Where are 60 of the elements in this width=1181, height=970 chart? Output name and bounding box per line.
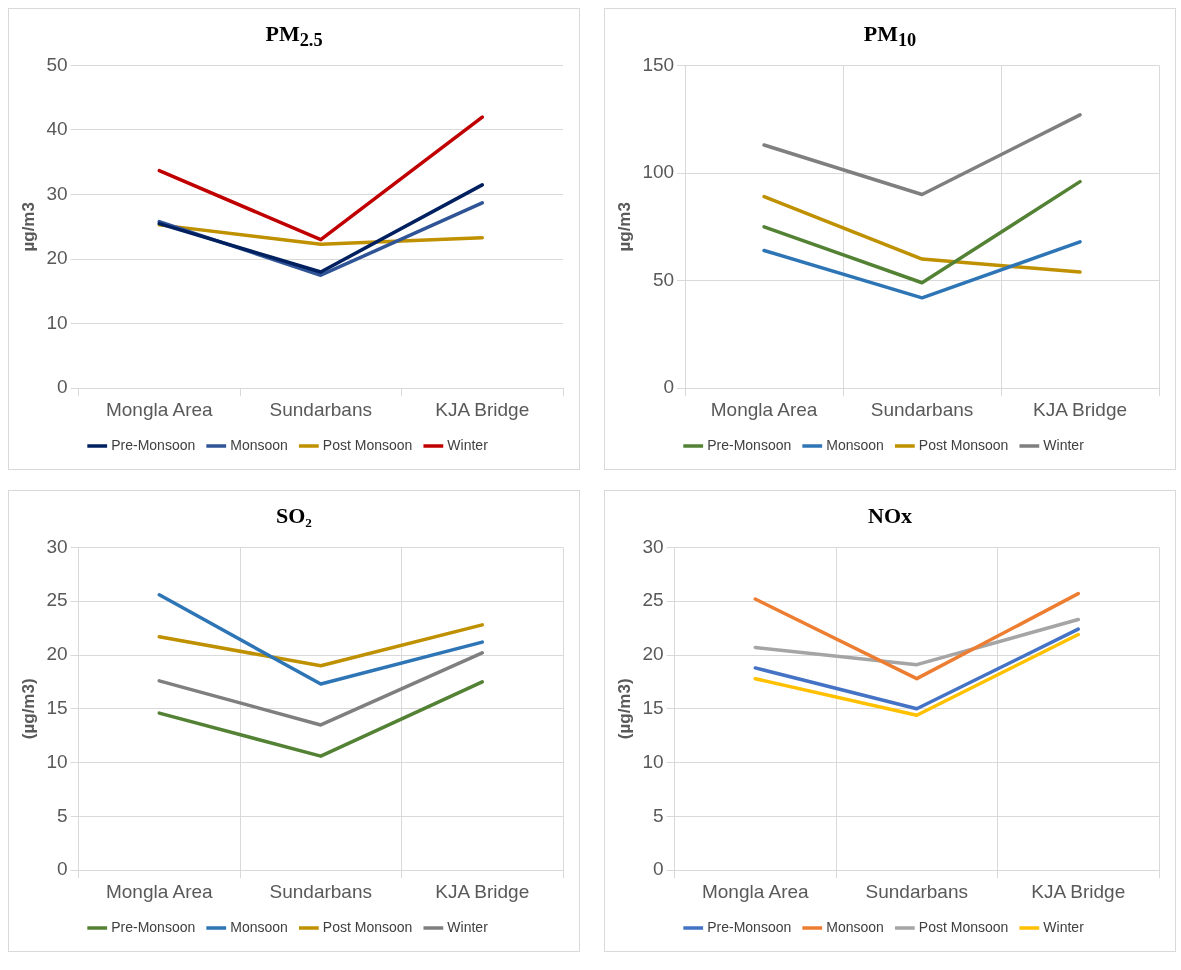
y-tick-label: 0: [56, 858, 68, 880]
y-tick-label: 10: [46, 750, 68, 772]
legend-label: Post Monsoon: [918, 918, 1009, 935]
y-tick-label: 0: [663, 376, 675, 398]
y-tick-label: 50: [652, 268, 675, 290]
legend-label: Monsoon: [230, 918, 288, 935]
y-tick-label: 50: [46, 53, 68, 75]
legend-label: Post Monsoon: [918, 436, 1009, 453]
y-tick-label: 0: [56, 376, 68, 398]
legend-label: Pre-Monsoon: [707, 918, 792, 935]
legend-label: Monsoon: [230, 436, 288, 453]
y-tick-label: 150: [642, 53, 675, 75]
y-tick-label: 20: [642, 643, 664, 665]
y-tick-label: 25: [642, 589, 664, 611]
x-tick-label: KJA Bridge: [1031, 880, 1126, 902]
y-tick-label: 0: [652, 858, 664, 880]
y-tick-label: 20: [46, 643, 68, 665]
x-tick-label: Mongla Area: [710, 398, 818, 420]
y-axis-title: (µg/m3): [18, 678, 38, 740]
y-tick-label: 30: [46, 535, 68, 557]
chart-title: PM$_{10}$: [862, 21, 918, 51]
legend-label: Post Monsoon: [322, 436, 413, 453]
legend-label: Winter: [1043, 918, 1085, 935]
x-tick-label: Mongla Area: [105, 880, 214, 902]
y-tick-label: 20: [46, 247, 68, 269]
legend-label: Winter: [447, 436, 489, 453]
legend-label: Monsoon: [826, 436, 884, 453]
y-axis-title: (µg/m3): [614, 678, 634, 740]
y-tick-label: 100: [642, 161, 675, 183]
legend-label: Winter: [447, 918, 489, 935]
legend-label: Monsoon: [826, 918, 884, 935]
chart-title: PM$_{2.5}$: [264, 21, 324, 51]
legend-label: Pre-Monsoon: [111, 436, 196, 453]
y-tick-label: 40: [46, 118, 68, 140]
x-tick-label: KJA Bridge: [1033, 398, 1128, 420]
x-tick-label: Mongla Area: [701, 880, 810, 902]
x-tick-label: Sundarbans: [865, 880, 968, 902]
y-tick-label: 10: [46, 311, 68, 333]
chart-title: NOx: [867, 503, 913, 530]
y-tick-label: 5: [56, 804, 68, 826]
y-tick-label: 25: [46, 589, 68, 611]
x-tick-label: Sundarbans: [269, 880, 372, 902]
x-tick-label: Sundarbans: [269, 398, 372, 420]
y-tick-label: 15: [46, 697, 68, 719]
y-tick-label: 30: [46, 182, 68, 204]
y-axis-title: µg/m3: [614, 202, 634, 252]
legend-label: Pre-Monsoon: [111, 918, 196, 935]
legend-label: Post Monsoon: [322, 918, 413, 935]
y-tick-label: 30: [642, 535, 664, 557]
y-tick-label: 15: [642, 697, 664, 719]
y-tick-label: 5: [652, 804, 664, 826]
x-tick-label: Sundarbans: [870, 398, 974, 420]
legend-label: Pre-Monsoon: [707, 436, 792, 453]
y-tick-label: 10: [642, 750, 664, 772]
x-tick-label: Mongla Area: [105, 398, 214, 420]
x-tick-label: KJA Bridge: [435, 398, 530, 420]
y-axis-title: µg/m3: [18, 202, 38, 252]
chart-title: SO₂: [275, 503, 313, 530]
x-tick-label: KJA Bridge: [435, 880, 530, 902]
legend-label: Winter: [1043, 436, 1085, 453]
